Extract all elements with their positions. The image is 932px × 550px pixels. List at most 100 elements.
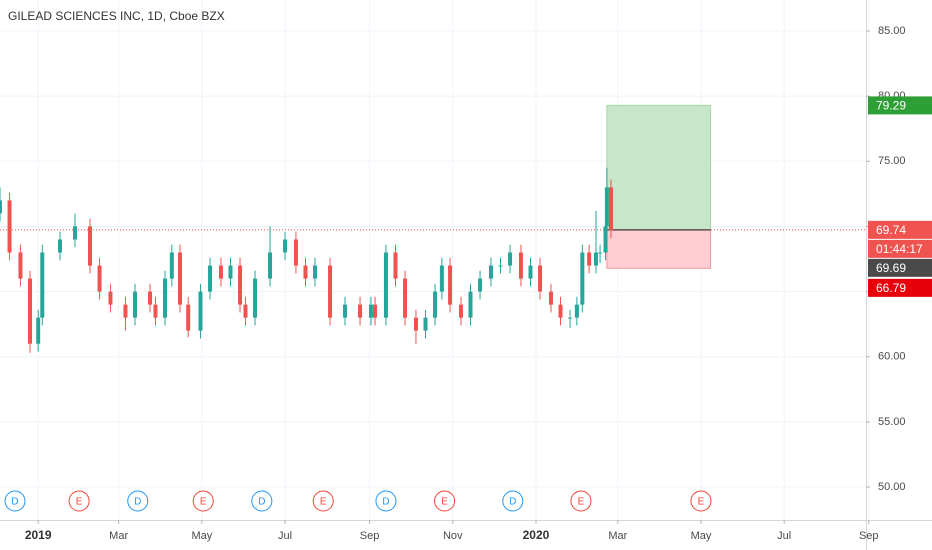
candle-body [7,200,12,253]
candle-body [368,304,373,318]
event-label: D [382,497,389,508]
candle-body [580,252,585,305]
candle-body [148,291,153,305]
candle-body [28,278,33,344]
candle-body [228,265,233,279]
candle-body [548,291,553,305]
candle-body [268,252,273,279]
event-marker [4,490,26,512]
x-tick-label: Mar [608,530,627,542]
candle-body [343,304,348,318]
event-label: E [698,497,705,508]
candle-body [0,200,2,214]
event-label: D [11,497,18,508]
x-tick-label: 2019 [25,528,52,542]
countdown-label-bg [868,239,932,258]
candle-body [604,187,609,227]
candle-body [358,304,363,318]
candle-body [133,291,138,318]
event-label: E [320,497,327,508]
y-tick-label: 50.00 [878,481,906,493]
candle-body [423,317,428,331]
y-tick-label: 60.00 [878,351,906,363]
candle-body [253,278,258,318]
x-tick-label: Mar [109,530,128,542]
candle-body [458,304,463,318]
candle-body [488,265,493,279]
event-marker [312,490,334,512]
candle-body [313,265,318,279]
candle-body [73,226,78,240]
x-tick-label: May [691,530,712,542]
event-marker [192,490,214,512]
candle-body [393,252,398,279]
candle-body [218,265,223,279]
candle-body [198,291,203,331]
x-tick-label: 2020 [523,528,550,542]
candle-body [40,252,45,318]
event-label: D [258,497,265,508]
target-price-label-bg [868,96,932,115]
x-tick-label: Sep [360,530,380,542]
candle-body [439,265,444,292]
event-label: E [578,497,585,508]
plot [0,104,866,353]
candle-body [413,317,418,331]
y-tick-label: 75.00 [878,155,906,167]
x-tick-label: May [191,530,212,542]
candle-body [574,304,579,318]
candle-body [328,265,333,318]
candle-body [373,304,378,318]
candle-body [283,239,288,253]
event-label: E [200,497,207,508]
candle-body [508,252,513,266]
event-marker [375,490,397,512]
candle-body [36,317,41,344]
candle-body [88,226,93,266]
candle-body [153,304,158,318]
candle-body [243,304,248,318]
entry-price-label-bg [868,220,932,239]
candle-body [123,304,128,318]
event-label: E [76,497,83,508]
loss-zone [606,229,712,269]
candle-body [238,265,243,305]
candle-body [163,278,168,318]
candle-body [603,226,608,253]
event-marker [570,490,592,512]
event-marker [127,490,149,512]
profit-zone [606,104,712,231]
candle-body [433,291,438,318]
stop-price-label: 66.79 [876,281,906,295]
candle-body [528,265,533,279]
x-tick-label: Jul [777,530,791,542]
countdown-label: 01:44:17 [876,242,923,256]
event-label: D [134,497,141,508]
event-marker [502,490,524,512]
event-marker [68,490,90,512]
candle-body [303,265,308,279]
last-price-label-bg [868,258,932,277]
candle-body [538,265,543,292]
candle-body [403,278,408,318]
last-price-label: 69.69 [876,261,906,275]
y-tick-label: 55.00 [878,416,906,428]
x-tick-label: Jul [278,530,292,542]
candle-body [558,304,563,318]
event-label: E [441,497,448,508]
candle-body [293,239,298,266]
candle-body [598,252,603,254]
candle-body [568,317,573,319]
stop-price-label-bg [868,278,932,297]
candle-body [208,265,213,292]
event-marker [690,490,712,512]
candle-body [593,252,598,266]
candle-body [108,291,113,305]
candle-body [18,252,23,279]
target-price-label: 79.29 [876,99,906,113]
candle-body [608,187,613,231]
y-tick-label: 85.00 [878,25,906,37]
candle-body [498,265,503,267]
